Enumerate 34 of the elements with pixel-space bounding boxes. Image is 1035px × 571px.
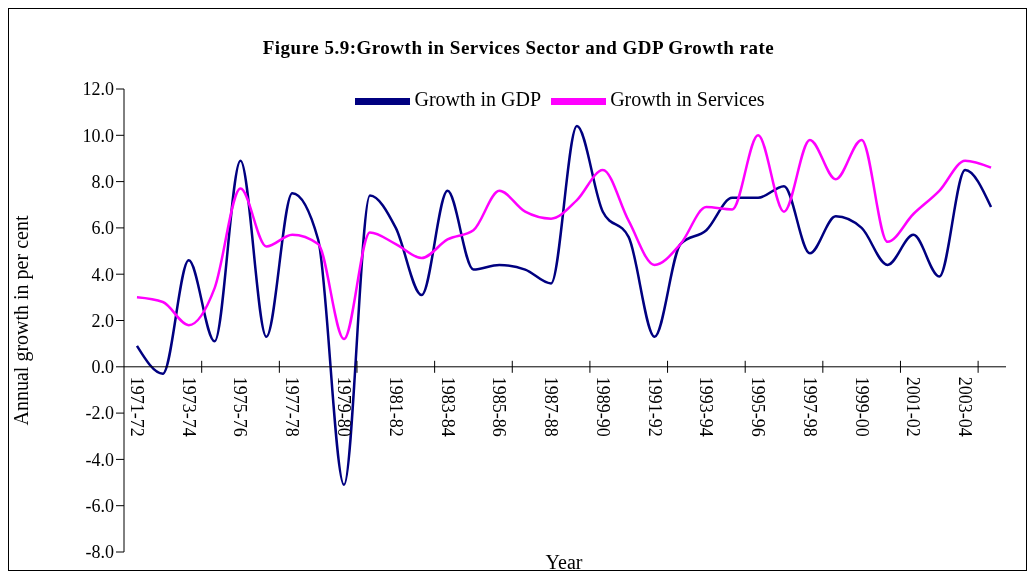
chart-title: Figure 5.9:Growth in Services Sector and GDP Growth rate [261,37,776,59]
y-tick-label: -4.0 [85,449,114,470]
x-tick-label: 2001-02 [903,376,924,437]
x-tick-label: 1999-00 [851,376,872,437]
x-tick-label: 1975-76 [230,376,251,437]
x-tick-label: 1981-82 [385,376,406,437]
x-tick-label: 1995-96 [748,376,769,437]
x-tick-label: 1979-80 [334,376,355,437]
x-tick-label: 1973-74 [178,376,199,437]
x-tick-label: 1971-72 [126,376,147,437]
y-tick-label: 8.0 [91,171,114,192]
y-tick-label: 2.0 [91,310,114,331]
line-series [135,134,993,341]
x-tick-label: 1991-92 [644,376,665,437]
legend-label: Growth in Services [610,88,765,111]
x-tick-label: 1985-86 [489,376,510,437]
x-axis-title: Year [545,551,583,571]
x-tick-label: 1989-90 [592,376,613,437]
y-tick-label: 6.0 [91,218,114,239]
y-tick-label: -2.0 [85,403,114,424]
y-tick-label: 4.0 [91,264,114,285]
y-tick-label: 10.0 [82,125,114,146]
x-tick-label: 1997-98 [799,376,820,437]
x-tick-label: 1983-84 [437,376,458,437]
x-tick-label: 2003-04 [955,376,976,437]
x-tick-label: 1987-88 [541,376,562,437]
y-tick-label: -8.0 [85,542,114,563]
x-tick-label: 1977-78 [282,376,303,437]
y-tick-label: 0.0 [91,357,114,378]
y-tick-label: -6.0 [85,496,114,517]
y-axis-title: Annual growth in per cent [10,215,34,426]
y-tick-label: 12.0 [82,79,114,100]
legend-label: Growth in GDP [414,88,542,111]
x-tick-label: 1993-94 [696,376,717,437]
